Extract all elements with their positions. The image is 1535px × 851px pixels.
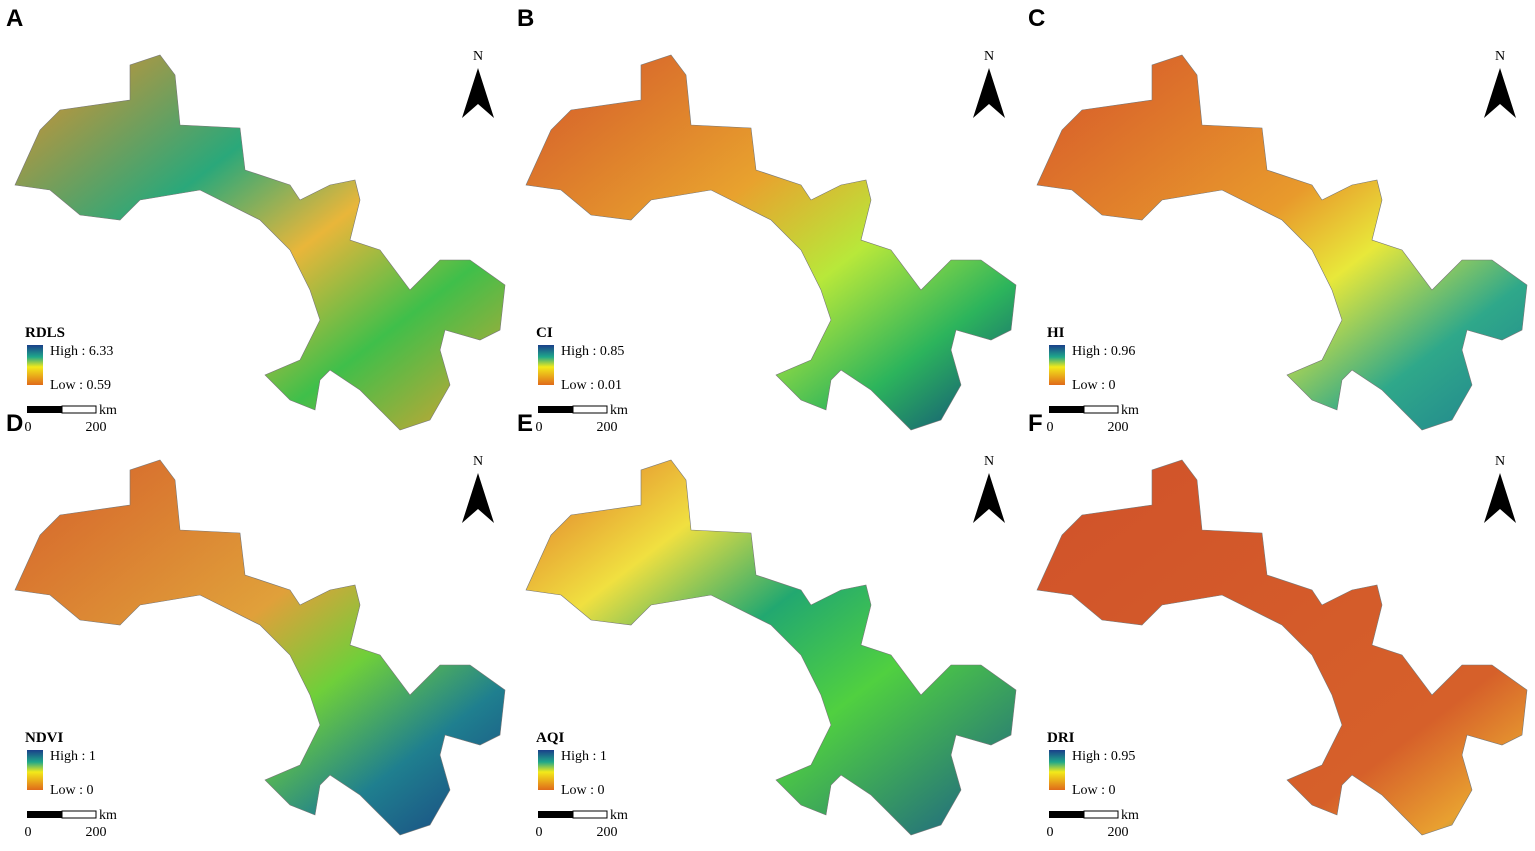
scale-bar-black bbox=[538, 811, 573, 818]
scale-bar-black bbox=[1049, 406, 1084, 413]
legend-ramp bbox=[27, 345, 43, 385]
legend-ramp bbox=[1049, 750, 1065, 790]
panel-letter: E bbox=[517, 410, 533, 437]
legend-ramp bbox=[538, 750, 554, 790]
scale-bar-black bbox=[1049, 811, 1084, 818]
scale-unit: km bbox=[1121, 403, 1139, 418]
panel-letter: D bbox=[6, 410, 23, 437]
region-map bbox=[525, 459, 1017, 836]
region-map bbox=[525, 54, 1017, 431]
scale-bar-white bbox=[1083, 810, 1119, 819]
north-label: N bbox=[984, 454, 994, 469]
legend-title: CI bbox=[536, 325, 553, 341]
north-arrow bbox=[1484, 473, 1516, 523]
map-panel: B N CI High : 0.85 Low : 0.01 km 0 200 bbox=[517, 5, 1017, 435]
scale-bar-black bbox=[27, 406, 62, 413]
legend-low: Low : 0 bbox=[1072, 783, 1116, 798]
panel-letter: F bbox=[1028, 410, 1043, 437]
scale-start: 0 bbox=[536, 825, 543, 840]
north-label: N bbox=[984, 49, 994, 64]
scale-start: 0 bbox=[1047, 825, 1054, 840]
scale-bar-black bbox=[27, 811, 62, 818]
legend-low: Low : 0 bbox=[561, 783, 605, 798]
scale-start: 0 bbox=[1047, 420, 1054, 435]
legend-title: NDVI bbox=[25, 730, 63, 746]
scale-bar-white bbox=[572, 810, 608, 819]
scale-end: 200 bbox=[1108, 825, 1129, 840]
map-panel: D N NDVI High : 1 Low : 0 km 0 200 bbox=[6, 410, 506, 840]
north-label: N bbox=[473, 454, 483, 469]
legend-ramp bbox=[538, 345, 554, 385]
panel-letter: C bbox=[1028, 5, 1045, 32]
legend-title: AQI bbox=[536, 730, 565, 746]
legend-title: DRI bbox=[1047, 730, 1075, 746]
scale-end: 200 bbox=[597, 825, 618, 840]
panel-letter: B bbox=[517, 5, 534, 32]
scale-start: 0 bbox=[25, 420, 32, 435]
scale-unit: km bbox=[610, 808, 628, 823]
region-map bbox=[14, 54, 506, 431]
scale-unit: km bbox=[99, 403, 117, 418]
scale-end: 200 bbox=[86, 825, 107, 840]
legend-low: Low : 0.59 bbox=[50, 378, 111, 393]
scale-unit: km bbox=[99, 808, 117, 823]
legend-high: High : 1 bbox=[50, 749, 96, 764]
scale-start: 0 bbox=[536, 420, 543, 435]
legend-title: HI bbox=[1047, 325, 1065, 341]
scale-unit: km bbox=[1121, 808, 1139, 823]
scale-bar-white bbox=[572, 405, 608, 414]
scale-unit: km bbox=[610, 403, 628, 418]
legend-ramp bbox=[1049, 345, 1065, 385]
legend-ramp bbox=[27, 750, 43, 790]
legend-high: High : 0.85 bbox=[561, 344, 624, 359]
legend-low: Low : 0 bbox=[1072, 378, 1116, 393]
north-label: N bbox=[1495, 49, 1505, 64]
map-panel: E N AQI High : 1 Low : 0 km 0 200 bbox=[517, 410, 1017, 840]
north-label: N bbox=[1495, 454, 1505, 469]
scale-end: 200 bbox=[1108, 420, 1129, 435]
map-panel: F N DRI High : 0.95 Low : 0 km 0 200 bbox=[1028, 410, 1528, 840]
map-panel: C N HI High : 0.96 Low : 0 km 0 200 bbox=[1028, 5, 1528, 435]
scale-bar-white bbox=[61, 810, 97, 819]
legend-low: Low : 0.01 bbox=[561, 378, 622, 393]
legend-high: High : 0.95 bbox=[1072, 749, 1135, 764]
legend-high: High : 1 bbox=[561, 749, 607, 764]
legend-title: RDLS bbox=[25, 325, 65, 341]
region-map bbox=[1036, 54, 1528, 431]
north-label: N bbox=[473, 49, 483, 64]
scale-end: 200 bbox=[86, 420, 107, 435]
legend-low: Low : 0 bbox=[50, 783, 94, 798]
panel-letter: A bbox=[6, 5, 23, 32]
scale-bar-white bbox=[1083, 405, 1119, 414]
region-map bbox=[1036, 459, 1528, 836]
map-panel: A N RDLS High : 6.33 Low : 0.59 km 0 200 bbox=[6, 5, 506, 435]
legend-high: High : 0.96 bbox=[1072, 344, 1135, 359]
legend-high: High : 6.33 bbox=[50, 344, 113, 359]
scale-end: 200 bbox=[597, 420, 618, 435]
north-arrow bbox=[973, 68, 1005, 118]
north-arrow bbox=[1484, 68, 1516, 118]
scale-bar-white bbox=[61, 405, 97, 414]
north-arrow bbox=[462, 68, 494, 118]
scale-start: 0 bbox=[25, 825, 32, 840]
north-arrow bbox=[462, 473, 494, 523]
region-map bbox=[14, 459, 506, 836]
north-arrow bbox=[973, 473, 1005, 523]
scale-bar-black bbox=[538, 406, 573, 413]
